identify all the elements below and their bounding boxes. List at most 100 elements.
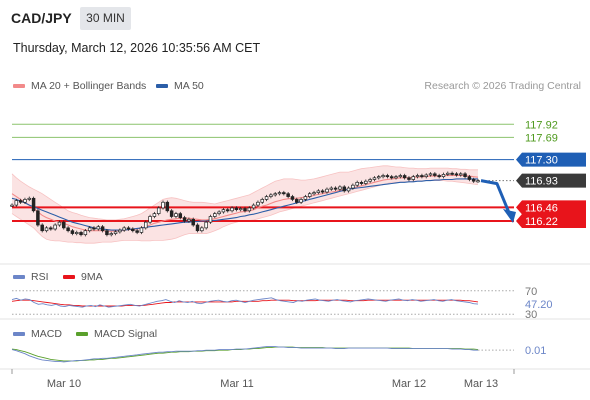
candle-body [40, 224, 44, 232]
candle-body [372, 177, 377, 180]
candle-body [10, 204, 14, 207]
candle-body [389, 176, 394, 179]
candle-body [351, 184, 355, 189]
candle-body [208, 216, 213, 223]
candle-body [381, 175, 385, 178]
candle-body [36, 210, 40, 226]
candle-body [131, 228, 135, 232]
candle-body [394, 176, 398, 179]
candle-body [156, 207, 161, 214]
candle-body [303, 196, 308, 200]
candle-body [44, 227, 49, 232]
candle-body [286, 193, 290, 197]
candle-body [342, 186, 346, 192]
candle-body [424, 174, 428, 178]
candle-body [225, 209, 230, 212]
candle-body [450, 172, 454, 175]
candle-body [169, 210, 174, 217]
candle-body [182, 217, 187, 222]
candle-body [471, 179, 476, 182]
credit-text: Research © 2026 Trading Central [424, 80, 581, 92]
candle-body [320, 190, 325, 193]
x-tick-label: Mar 13 [464, 378, 498, 390]
candle-body [364, 180, 368, 184]
candle-body [420, 175, 424, 178]
candle-body [92, 227, 96, 230]
candle-body [53, 224, 57, 230]
timeframe-button[interactable]: 30 MIN [80, 7, 131, 30]
candle-body [307, 193, 312, 197]
candle-body [234, 207, 239, 211]
candle-body [79, 232, 83, 236]
candle-body [49, 227, 53, 230]
candle-body [178, 213, 183, 218]
forecast-arrow-line [480, 179, 512, 216]
candle-body [299, 199, 303, 203]
candle-body [359, 181, 364, 184]
macd-swatch [13, 332, 25, 337]
candle-body [105, 230, 109, 236]
candle-body [23, 199, 27, 203]
candle-body [312, 192, 316, 195]
candle-body [165, 201, 170, 212]
candle-body [251, 204, 256, 209]
legend-rsi-label: RSI [31, 271, 49, 283]
pivot-label-box [516, 152, 586, 167]
candle-body [441, 174, 446, 178]
candle-body [385, 175, 390, 178]
candle-body [187, 218, 191, 222]
candle-body [290, 196, 295, 200]
candle-body [83, 230, 88, 236]
candle-body [148, 216, 152, 223]
candle-body [31, 197, 36, 212]
rsi-level-label: 70 [525, 286, 537, 298]
candle-body [446, 172, 450, 175]
legend-rsi: RSI [13, 271, 49, 283]
key-levels [12, 123, 514, 223]
candle-body [70, 230, 75, 234]
candle-body [402, 175, 407, 179]
candle-body [118, 229, 122, 233]
candle-body [256, 201, 260, 206]
candle-body [113, 231, 118, 234]
candle-body [467, 176, 472, 180]
candle-body [338, 186, 342, 190]
forecast-arrow [480, 179, 516, 224]
candle-body [316, 190, 321, 193]
candle-body [135, 230, 139, 233]
candle-body [144, 221, 148, 229]
x-tick-label: Mar 12 [392, 378, 426, 390]
support-label-box [516, 200, 586, 215]
candle-body [174, 213, 178, 217]
candle-body [355, 181, 359, 186]
candle-body [325, 188, 329, 193]
candle-body [18, 200, 23, 203]
candle-body [269, 194, 273, 197]
candle-body [333, 187, 338, 190]
pivot-level-label: 117.30 [525, 155, 558, 167]
x-tick-label: Mar 11 [220, 378, 253, 390]
candle-body [27, 197, 32, 200]
price-series [10, 171, 480, 237]
candle-body [458, 173, 463, 176]
candle-body [57, 221, 62, 226]
candle-body [14, 200, 19, 206]
last-label-box [516, 173, 586, 188]
x-tick-label: Mar 10 [47, 378, 81, 390]
last-level-label: 116.93 [525, 176, 558, 188]
candle-body [463, 173, 467, 178]
legend-ma20-label: MA 20 + Bollinger Bands [31, 80, 147, 92]
macd-line [11, 346, 478, 363]
support-level-label: 116.46 [525, 202, 558, 214]
legend-rsi-ma: 9MA [63, 271, 103, 283]
support-label-box [516, 214, 586, 229]
candle-body [282, 192, 286, 195]
instrument-title: CAD/JPY [11, 10, 72, 26]
rsi-9ma-line [11, 299, 479, 307]
candle-body [191, 218, 195, 226]
legend-macd-signal-label: MACD Signal [94, 328, 158, 340]
candle-body [152, 213, 157, 217]
